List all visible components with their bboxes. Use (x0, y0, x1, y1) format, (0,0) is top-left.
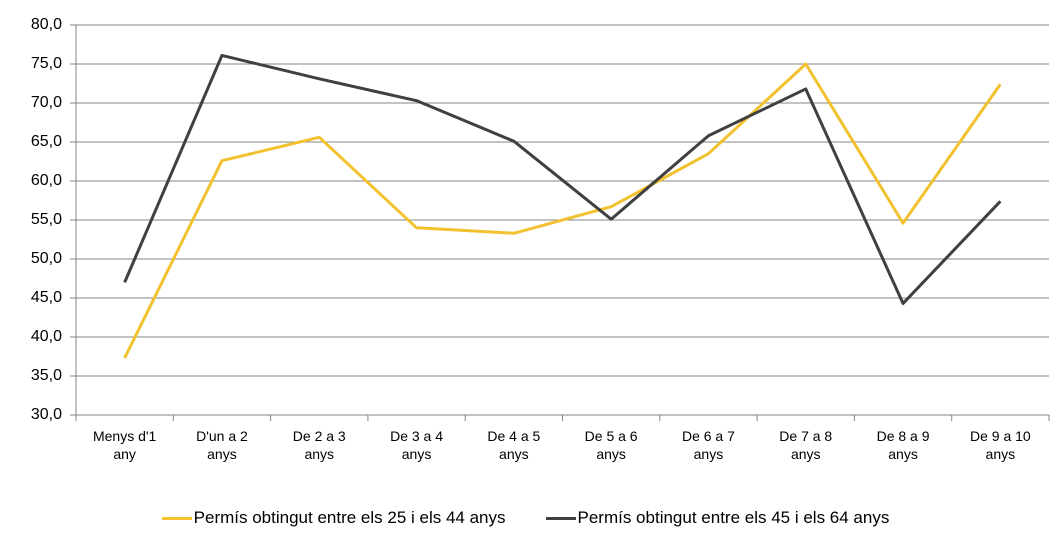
legend-item: Permís obtingut entre els 45 i els 64 an… (545, 508, 890, 528)
line-series (123, 53, 1002, 305)
y-tick-label: 60,0 (31, 172, 62, 189)
legend-label: Permís obtingut entre els 45 i els 64 an… (577, 508, 890, 527)
y-tick-label: 30,0 (31, 406, 62, 423)
y-tick-label: 65,0 (31, 133, 62, 150)
legend-label: Permís obtingut entre els 25 i els 44 an… (193, 508, 506, 527)
y-tick-label: 50,0 (31, 250, 62, 267)
x-tick-label: De 5 a 6 anys (584, 428, 638, 462)
legend: Permís obtingut entre els 25 i els 44 an… (0, 508, 1051, 528)
y-tick-label: 70,0 (31, 94, 62, 111)
y-tick-label: 35,0 (31, 367, 62, 384)
y-tick-label: 45,0 (31, 289, 62, 306)
x-tick-label: De 8 a 9 anys (876, 428, 930, 462)
x-tick-label: D'un a 2 anys (196, 428, 248, 462)
y-tick-label: 75,0 (31, 55, 62, 72)
legend-item: Permís obtingut entre els 25 i els 44 an… (161, 508, 506, 528)
legend-swatch (161, 516, 192, 520)
x-tick-label: Menys d'1 any (92, 428, 157, 462)
x-tick-label: De 7 a 8 anys (779, 428, 833, 462)
x-tick-label: De 6 a 7 anys (681, 428, 735, 462)
y-tick-label: 80,0 (31, 16, 62, 33)
y-tick-label: 55,0 (31, 211, 62, 228)
x-tick-label: De 3 a 4 anys (390, 428, 444, 462)
line-series (123, 62, 1002, 359)
legend-swatch (545, 516, 576, 520)
x-tick-label: De 9 a 10 anys (969, 428, 1031, 462)
x-tick-label: De 2 a 3 anys (292, 428, 346, 462)
x-tick-label: De 4 a 5 anys (487, 428, 541, 462)
y-tick-label: 40,0 (31, 328, 62, 345)
